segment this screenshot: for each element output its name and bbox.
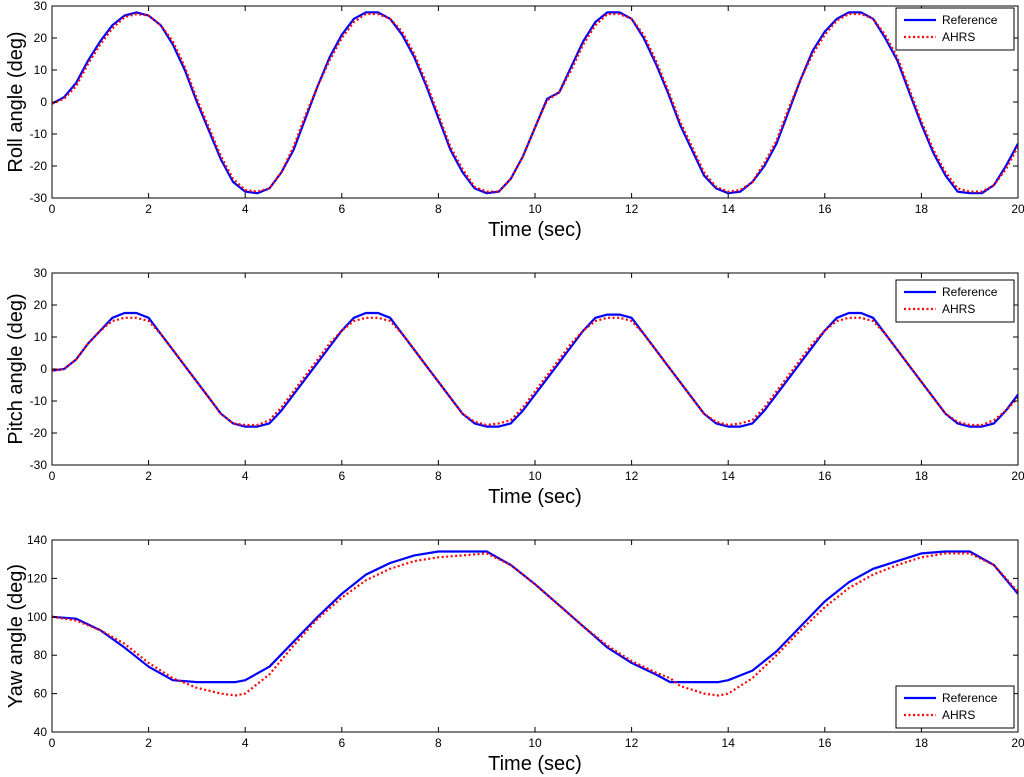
legend-label-ahrs: AHRS [942, 708, 975, 722]
x-tick-label: 8 [435, 736, 442, 750]
x-tick-label: 14 [722, 736, 736, 750]
legend-label-reference: Reference [942, 13, 998, 27]
y-tick-label: -10 [30, 394, 48, 408]
x-tick-label: 16 [818, 736, 832, 750]
legend: Reference AHRS [895, 685, 1015, 729]
x-tick-label: 6 [338, 736, 345, 750]
y-tick-label: 140 [27, 533, 47, 547]
y-tick-label: 20 [34, 298, 48, 312]
plot-area [52, 6, 1018, 198]
legend-label-ahrs: AHRS [942, 302, 975, 316]
x-tick-label: 8 [435, 202, 442, 216]
chart-panel-1: 0 2 4 6 8 10 12 14 16 18 20 -30 -20 -10 0 10 20 30 Time (s… [5, 0, 1024, 241]
y-tick-label: 30 [34, 266, 48, 280]
x-tick-label: 12 [625, 202, 639, 216]
y-axis-label: Yaw angle (deg) [5, 564, 27, 708]
y-tick-label: -10 [30, 127, 48, 141]
legend-label-reference: Reference [942, 285, 998, 299]
x-tick-label: 18 [915, 202, 929, 216]
x-axis-label: Time (sec) [488, 753, 582, 775]
y-tick-label: 10 [34, 330, 48, 344]
y-tick-label: 60 [34, 687, 48, 701]
chart-panel-2: 0 2 4 6 8 10 12 14 16 18 20 -30 -20 -10 0 10 20 30 Time (s… [5, 266, 1024, 508]
y-tick-label: 30 [34, 0, 48, 13]
x-tick-label: 10 [528, 202, 542, 216]
y-tick-label: -20 [30, 426, 48, 440]
x-tick-label: 6 [338, 202, 345, 216]
y-tick-label: 0 [40, 362, 47, 376]
y-tick-label: -30 [30, 191, 48, 205]
x-tick-label: 20 [1011, 202, 1024, 216]
legend-label-ahrs: AHRS [942, 30, 975, 44]
y-tick-label: 80 [34, 648, 48, 662]
x-tick-label: 6 [338, 469, 345, 483]
x-tick-label: 12 [625, 469, 639, 483]
chart-panel-3: 0 2 4 6 8 10 12 14 16 18 20 40 60 80 100 120 140 Time (se… [5, 533, 1024, 775]
y-tick-label: -30 [30, 458, 48, 472]
x-tick-label: 0 [49, 736, 56, 750]
x-tick-label: 10 [528, 469, 542, 483]
x-tick-label: 14 [722, 202, 736, 216]
x-tick-label: 2 [145, 736, 152, 750]
y-tick-label: 0 [40, 95, 47, 109]
x-tick-label: 4 [242, 202, 249, 216]
x-tick-label: 0 [49, 469, 56, 483]
y-axis-label: Pitch angle (deg) [5, 293, 27, 444]
y-tick-label: -20 [30, 159, 48, 173]
series-line-ahrs [52, 316, 1018, 427]
y-tick-label: 40 [34, 725, 48, 739]
y-tick-label: 10 [34, 63, 48, 77]
x-tick-label: 4 [242, 736, 249, 750]
y-tick-label: 20 [34, 31, 48, 45]
x-tick-label: 2 [145, 202, 152, 216]
x-axis-label: Time (sec) [488, 486, 582, 508]
legend-box [895, 685, 1015, 729]
x-tick-label: 18 [915, 469, 929, 483]
x-tick-label: 12 [625, 736, 639, 750]
y-tick-label: 100 [27, 610, 47, 624]
legend-box [895, 7, 1015, 51]
x-tick-label: 18 [915, 736, 929, 750]
plot-area [52, 273, 1018, 465]
x-tick-label: 16 [818, 469, 832, 483]
legend: Reference AHRS [895, 279, 1015, 323]
x-tick-label: 20 [1011, 469, 1024, 483]
x-tick-label: 4 [242, 469, 249, 483]
x-tick-label: 8 [435, 469, 442, 483]
y-axis-label: Roll angle (deg) [5, 31, 27, 172]
legend: Reference AHRS [895, 7, 1015, 51]
series-line-ahrs [52, 552, 1018, 697]
plot-area [52, 540, 1018, 732]
y-tick-label: 120 [27, 571, 47, 585]
legend-label-reference: Reference [942, 691, 998, 705]
x-tick-label: 14 [722, 469, 736, 483]
x-tick-label: 20 [1011, 736, 1024, 750]
x-tick-label: 0 [49, 202, 56, 216]
x-axis-label: Time (sec) [488, 219, 582, 241]
x-tick-label: 2 [145, 469, 152, 483]
legend-box [895, 279, 1015, 323]
x-tick-label: 10 [528, 736, 542, 750]
x-tick-label: 16 [818, 202, 832, 216]
series-line-ahrs [52, 12, 1018, 193]
